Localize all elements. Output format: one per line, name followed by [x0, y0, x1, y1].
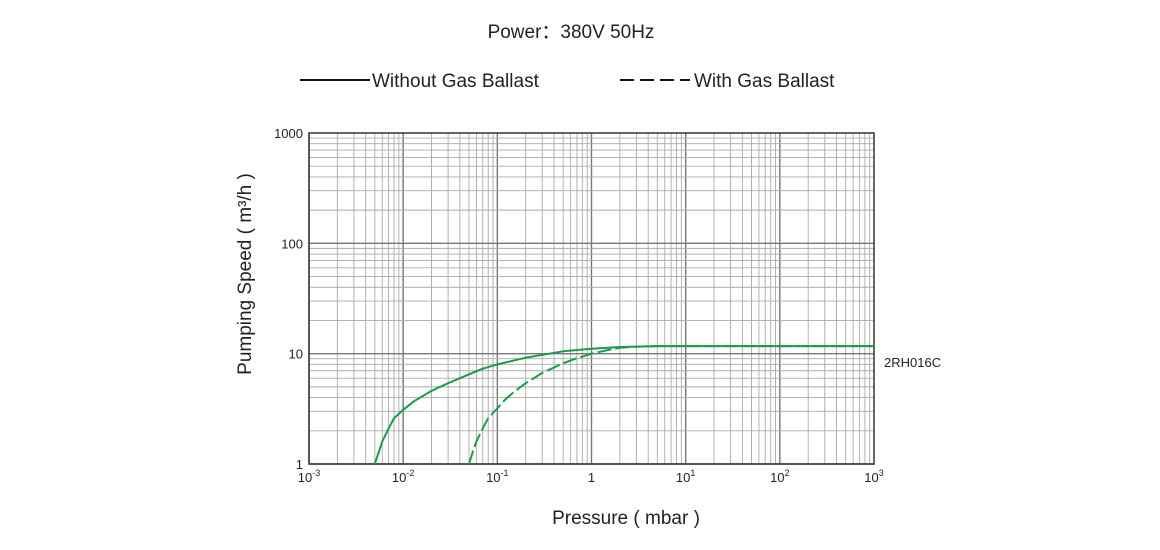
- y-axis-label: Pumping Speed ( m³/h ): [235, 173, 256, 375]
- x-tick-label: 101: [676, 468, 695, 485]
- x-tick-labels: 10-3 10-2 10-1 1 101 102 103: [298, 468, 884, 485]
- x-tick-label: 103: [864, 468, 883, 485]
- grid: [308, 133, 874, 465]
- plot-frame: [308, 132, 875, 465]
- x-tick-label: 102: [770, 468, 789, 485]
- legend-label-with-gas-ballast: With Gas Ballast: [694, 71, 835, 92]
- legend-label-without-gas-ballast: Without Gas Ballast: [372, 71, 540, 92]
- curve-with-gas-ballast: [468, 345, 874, 465]
- y-tick-label: 100: [281, 236, 303, 251]
- x-tick-label: 1: [588, 470, 595, 485]
- series-label-2rh016c: 2RH016C: [884, 355, 941, 370]
- y-tick-label: 1: [296, 457, 303, 472]
- y-tick-label: 10: [289, 347, 303, 362]
- legend: Without Gas Ballast With Gas Ballast: [300, 71, 835, 92]
- curves: [373, 345, 874, 465]
- y-tick-labels: 1 10 100 1000: [274, 126, 303, 472]
- x-tick-label: 10-3: [298, 468, 320, 485]
- x-tick-label: 10-1: [486, 468, 508, 485]
- x-axis-label: Pressure ( mbar ): [552, 508, 700, 529]
- curve-without-gas-ballast: [373, 345, 874, 465]
- y-tick-label: 1000: [274, 126, 303, 141]
- chart-title: Power：380V 50Hz: [488, 22, 655, 43]
- x-tick-label: 10-2: [392, 468, 414, 485]
